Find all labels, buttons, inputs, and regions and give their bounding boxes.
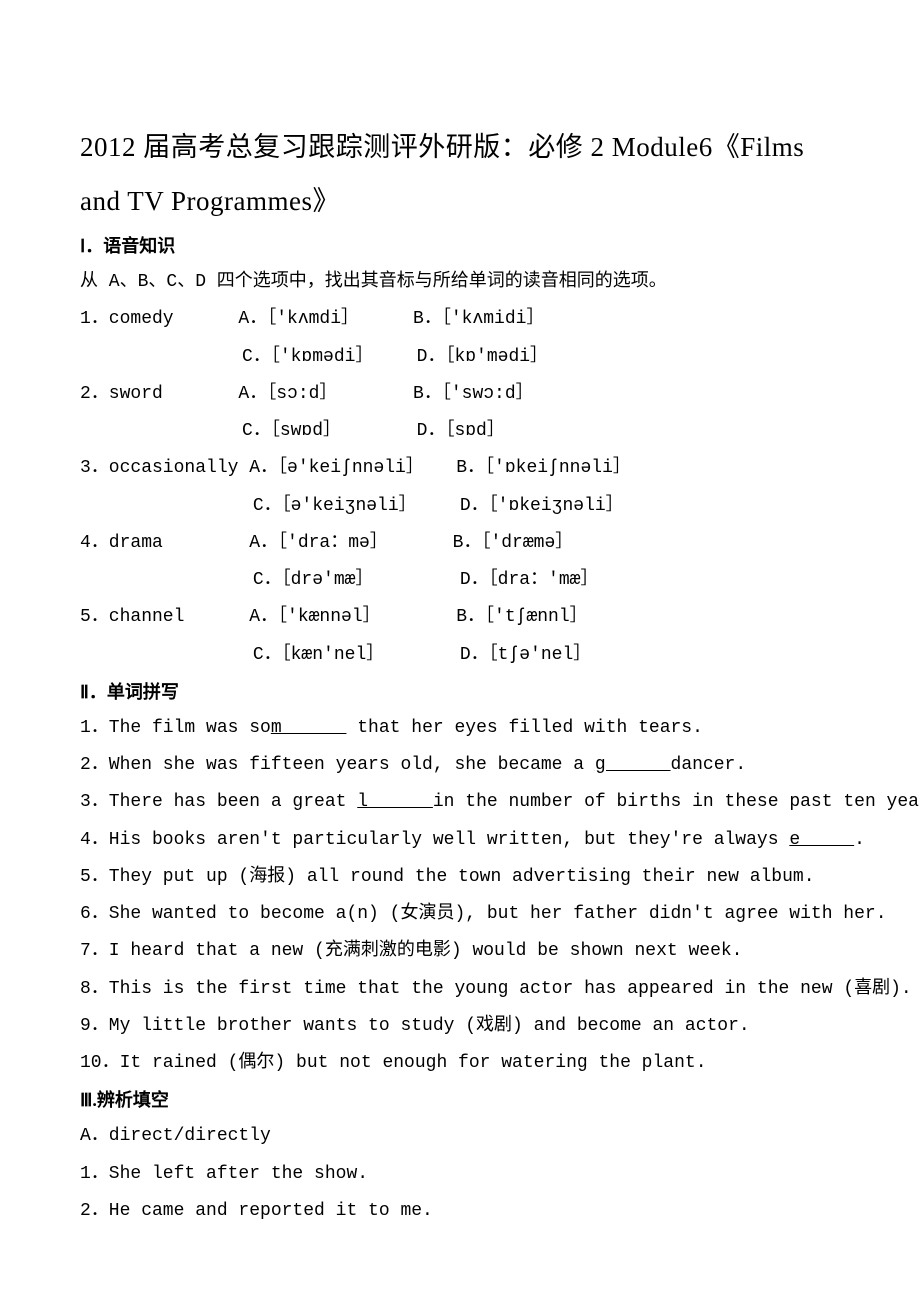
item-pre: 8．This is the first time that the young … [80, 979, 912, 999]
discrimination-line: 1．She left after the show. [80, 1156, 840, 1193]
item-pre: 6．She wanted to become a(n) (女演员), but h… [80, 904, 887, 924]
item-pre: 3．There has been a great [80, 792, 357, 812]
fill-blank: l [357, 792, 433, 812]
spelling-item: 2．When she was fifteen years old, she be… [80, 747, 840, 784]
spelling-item: 6．She wanted to become a(n) (女演员), but h… [80, 896, 840, 933]
section-1-heading: Ⅰ．语音知识 [80, 228, 840, 264]
phonetics-row: C．［swɒd］ D．［sɒd］ [80, 413, 840, 450]
spelling-item: 4．His books aren't particularly well wri… [80, 822, 840, 859]
phonetics-row: C．［'kɒmədi］ D．［kɒ'mədi］ [80, 339, 840, 376]
item-pre: 10．It rained (偶尔) but not enough for wat… [80, 1053, 707, 1073]
spelling-item: 3．There has been a great l in the number… [80, 784, 840, 821]
spelling-item: 7．I heard that a new (充满刺激的电影) would be … [80, 933, 840, 970]
discrimination-line: 2．He came and reported it to me. [80, 1193, 840, 1230]
item-post: . [854, 830, 865, 850]
item-pre: 4．His books aren't particularly well wri… [80, 830, 789, 850]
fill-blank: g [595, 755, 671, 775]
item-pre: 9．My little brother wants to study (戏剧) … [80, 1016, 750, 1036]
phonetics-row: C．［drə'mæ］ D．［dra：'mæ］ [80, 562, 840, 599]
fill-blank: m [271, 718, 347, 738]
section-1-instruction: 从 A、B、C、D 四个选项中，找出其音标与所给单词的读音相同的选项。 [80, 264, 840, 301]
document-title-line-2: and TV Programmes》 [80, 174, 840, 228]
phonetics-row: 2．sword A．［sɔ:d］ B．［'swɔ:d］ [80, 376, 840, 413]
discrimination-line: A．direct/directly [80, 1118, 840, 1155]
item-post: that her eyes filled with tears. [346, 718, 702, 738]
item-pre: 2．When she was fifteen years old, she be… [80, 755, 595, 775]
phonetics-row: 5．channel A．［'kænnəl］ B．［'tʃænnl］ [80, 599, 840, 636]
spelling-item: 1．The film was som that her eyes filled … [80, 710, 840, 747]
spelling-item: 8．This is the first time that the young … [80, 971, 840, 1008]
document-title-line-1: 2012 届高考总复习跟踪测评外研版：必修 2 Module6《Films [80, 120, 840, 174]
phonetics-row: 1．comedy A．［'kʌmdi］ B．［'kʌmidi］ [80, 301, 840, 338]
item-pre: 7．I heard that a new (充满刺激的电影) would be … [80, 941, 742, 961]
section-3-heading: Ⅲ.辨析填空 [80, 1082, 840, 1118]
item-pre: 1．The film was so [80, 718, 271, 738]
fill-blank: e [789, 830, 854, 850]
phonetics-row: 3．occasionally A．［ə'keiʃnnəli］ B．［'ɒkeiʃ… [80, 450, 840, 487]
phonetics-row: C．［ə'keiʒnəli］ D．［'ɒkeiʒnəli］ [80, 488, 840, 525]
phonetics-row: 4．drama A．［'dra：mə］ B．［'dræmə］ [80, 525, 840, 562]
spelling-item: 10．It rained (偶尔) but not enough for wat… [80, 1045, 840, 1082]
section-2-heading: Ⅱ．单词拼写 [80, 674, 840, 710]
spelling-item: 5．They put up (海报) all round the town ad… [80, 859, 840, 896]
spelling-item: 9．My little brother wants to study (戏剧) … [80, 1008, 840, 1045]
item-post: in the number of births in these past te… [433, 792, 920, 812]
item-pre: 5．They put up (海报) all round the town ad… [80, 867, 815, 887]
phonetics-row: C．［kæn'nel］ D．［tʃə'nel］ [80, 637, 840, 674]
page-container: 2012 届高考总复习跟踪测评外研版：必修 2 Module6《Films an… [0, 0, 920, 1300]
item-post: dancer. [671, 755, 747, 775]
